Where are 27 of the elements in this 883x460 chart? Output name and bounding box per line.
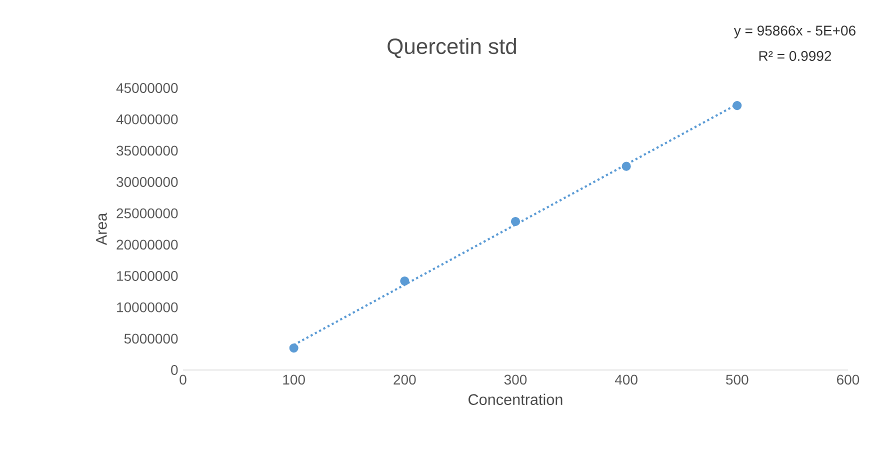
y-tick-label: 30000000: [116, 177, 178, 187]
y-tick-label: 0: [171, 365, 178, 375]
x-tick-label: 0: [180, 374, 186, 385]
point: [732, 101, 742, 110]
y-tick-label: 25000000: [116, 208, 178, 218]
x-tick-label: 500: [726, 374, 748, 385]
y-tick-label: 15000000: [117, 271, 178, 281]
y-tick-label: 5000000: [124, 334, 178, 344]
x-tick-label: 300: [504, 374, 527, 385]
y-tick-label: 10000000: [117, 302, 178, 312]
y-tick-label: 35000000: [116, 146, 178, 156]
point: [510, 216, 520, 226]
x-tick-label: 200: [394, 374, 416, 385]
point: [289, 344, 298, 353]
point: [622, 162, 631, 171]
y-tick-label: 40000000: [116, 114, 178, 124]
x-tick-label: 100: [283, 374, 305, 385]
y-tick-label: 20000000: [116, 240, 178, 250]
point: [400, 276, 410, 286]
chart-title: Quercetin std: [388, 38, 516, 58]
text: R² = 0.9992: [759, 51, 832, 61]
y-axis-title: Area: [96, 212, 107, 246]
x-tick-label: 600: [837, 374, 860, 385]
x-axis-title: Concentration: [468, 394, 562, 406]
x-tick-label: 400: [614, 374, 638, 385]
y-tick-label: 45000000: [116, 83, 178, 93]
text: y = 95866x - 5E+06: [734, 26, 856, 38]
